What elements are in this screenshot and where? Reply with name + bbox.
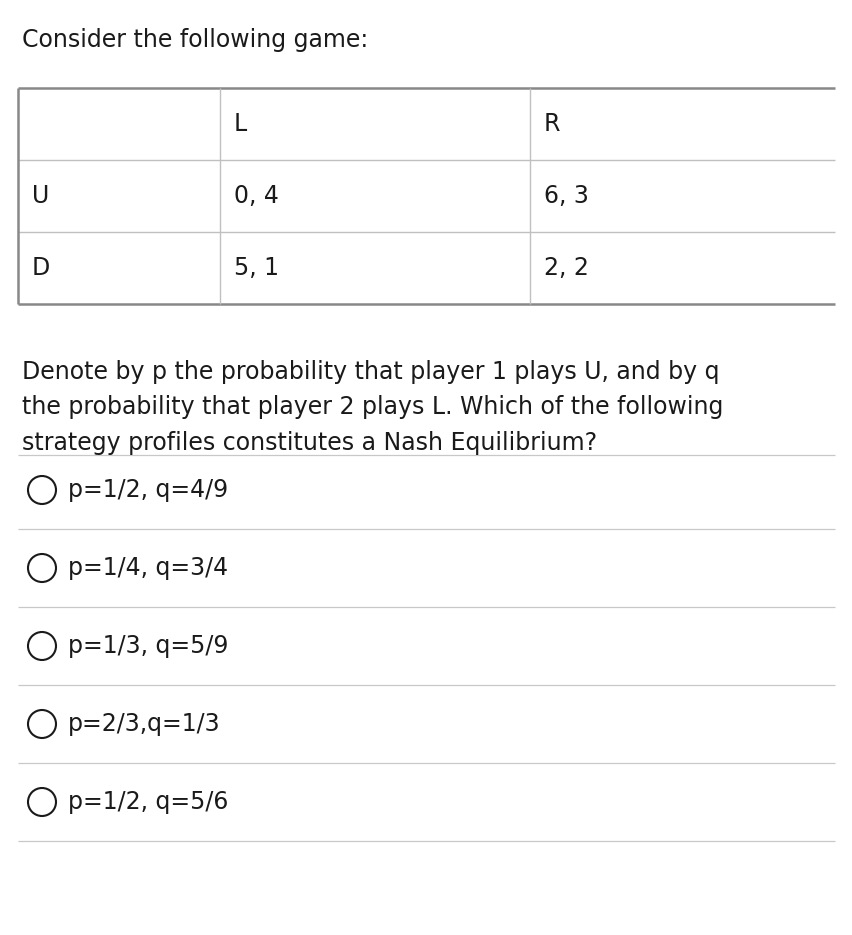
Text: 2, 2: 2, 2 (544, 256, 588, 280)
Text: 5, 1: 5, 1 (233, 256, 279, 280)
Text: p=1/4, q=3/4: p=1/4, q=3/4 (68, 556, 227, 580)
Text: D: D (32, 256, 50, 280)
Text: L: L (233, 112, 247, 136)
Text: 0, 4: 0, 4 (233, 184, 279, 208)
Text: Consider the following game:: Consider the following game: (22, 28, 368, 52)
Text: U: U (32, 184, 49, 208)
Text: R: R (544, 112, 560, 136)
Text: Denote by p the probability that player 1 plays U, and by q
the probability that: Denote by p the probability that player … (22, 360, 722, 454)
Text: p=1/2, q=5/6: p=1/2, q=5/6 (68, 790, 228, 814)
Text: p=1/3, q=5/9: p=1/3, q=5/9 (68, 634, 228, 658)
Text: p=2/3,q=1/3: p=2/3,q=1/3 (68, 712, 221, 736)
Text: p=1/2, q=4/9: p=1/2, q=4/9 (68, 478, 227, 502)
Text: 6, 3: 6, 3 (544, 184, 588, 208)
